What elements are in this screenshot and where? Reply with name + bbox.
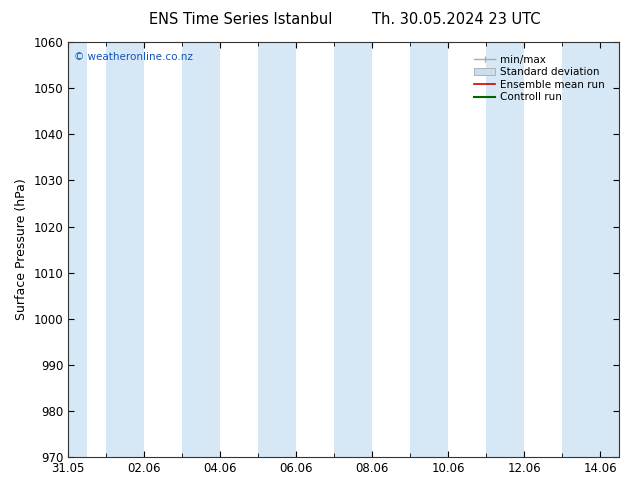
Bar — [68, 42, 87, 457]
Bar — [562, 42, 619, 457]
Text: ENS Time Series Istanbul: ENS Time Series Istanbul — [149, 12, 333, 27]
Bar — [182, 42, 220, 457]
Bar — [410, 42, 448, 457]
Y-axis label: Surface Pressure (hPa): Surface Pressure (hPa) — [15, 179, 28, 320]
Bar — [258, 42, 296, 457]
Bar — [334, 42, 372, 457]
Bar — [106, 42, 144, 457]
Bar — [486, 42, 524, 457]
Legend: min/max, Standard deviation, Ensemble mean run, Controll run: min/max, Standard deviation, Ensemble me… — [471, 51, 608, 105]
Text: Th. 30.05.2024 23 UTC: Th. 30.05.2024 23 UTC — [372, 12, 541, 27]
Text: © weatheronline.co.nz: © weatheronline.co.nz — [74, 52, 193, 62]
